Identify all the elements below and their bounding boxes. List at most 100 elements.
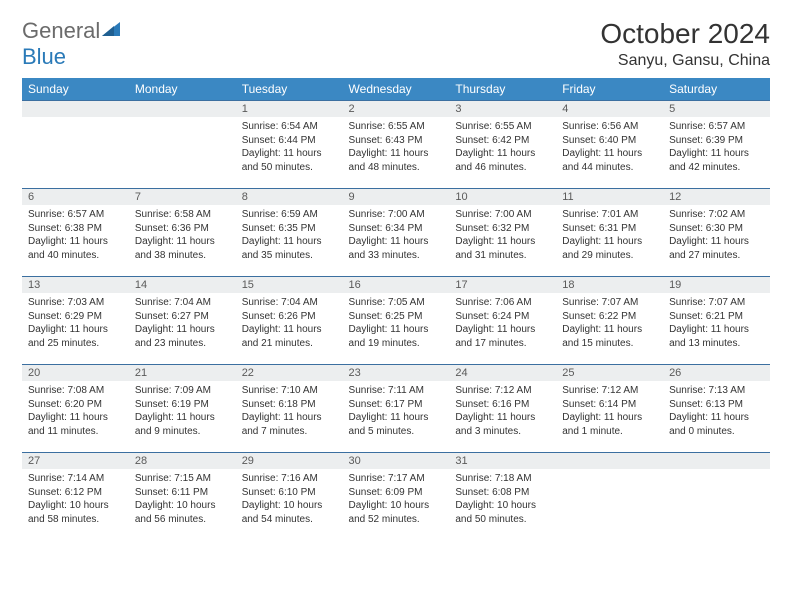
calendar-day-cell <box>556 453 663 541</box>
sunset-text: Sunset: 6:27 PM <box>135 310 230 324</box>
day-detail: Sunrise: 7:08 AMSunset: 6:20 PMDaylight:… <box>22 381 129 442</box>
calendar-day-cell: 15Sunrise: 7:04 AMSunset: 6:26 PMDayligh… <box>236 277 343 365</box>
daylight-text: and 33 minutes. <box>349 249 444 263</box>
calendar-day-cell: 24Sunrise: 7:12 AMSunset: 6:16 PMDayligh… <box>449 365 556 453</box>
logo-word-2: Blue <box>22 44 66 69</box>
daylight-text: Daylight: 11 hours <box>669 235 764 249</box>
calendar-day-cell: 17Sunrise: 7:06 AMSunset: 6:24 PMDayligh… <box>449 277 556 365</box>
sunrise-text: Sunrise: 6:57 AM <box>28 208 123 222</box>
sunset-text: Sunset: 6:24 PM <box>455 310 550 324</box>
daylight-text: and 50 minutes. <box>455 513 550 527</box>
day-detail: Sunrise: 6:54 AMSunset: 6:44 PMDaylight:… <box>236 117 343 178</box>
sunset-text: Sunset: 6:32 PM <box>455 222 550 236</box>
daylight-text: Daylight: 11 hours <box>135 235 230 249</box>
daylight-text: Daylight: 11 hours <box>669 147 764 161</box>
day-number-bar: 19 <box>663 277 770 293</box>
sunset-text: Sunset: 6:30 PM <box>669 222 764 236</box>
sunrise-text: Sunrise: 7:05 AM <box>349 296 444 310</box>
daylight-text: Daylight: 11 hours <box>28 411 123 425</box>
calendar-day-cell <box>663 453 770 541</box>
day-detail: Sunrise: 6:58 AMSunset: 6:36 PMDaylight:… <box>129 205 236 266</box>
day-number-bar <box>663 453 770 469</box>
day-number-bar: 20 <box>22 365 129 381</box>
day-detail: Sunrise: 6:55 AMSunset: 6:42 PMDaylight:… <box>449 117 556 178</box>
day-header: Monday <box>129 78 236 101</box>
sunset-text: Sunset: 6:21 PM <box>669 310 764 324</box>
day-number-bar: 28 <box>129 453 236 469</box>
sunset-text: Sunset: 6:43 PM <box>349 134 444 148</box>
day-detail: Sunrise: 7:16 AMSunset: 6:10 PMDaylight:… <box>236 469 343 530</box>
sunset-text: Sunset: 6:29 PM <box>28 310 123 324</box>
sunrise-text: Sunrise: 7:07 AM <box>669 296 764 310</box>
calendar-day-cell: 2 Sunrise: 6:55 AMSunset: 6:43 PMDaylight… <box>343 101 450 189</box>
sunset-text: Sunset: 6:26 PM <box>242 310 337 324</box>
day-detail: Sunrise: 7:02 AMSunset: 6:30 PMDaylight:… <box>663 205 770 266</box>
sunrise-text: Sunrise: 7:15 AM <box>135 472 230 486</box>
sunrise-text: Sunrise: 7:04 AM <box>242 296 337 310</box>
sunrise-text: Sunrise: 6:55 AM <box>349 120 444 134</box>
daylight-text: and 52 minutes. <box>349 513 444 527</box>
daylight-text: Daylight: 10 hours <box>28 499 123 513</box>
sunset-text: Sunset: 6:20 PM <box>28 398 123 412</box>
daylight-text: and 29 minutes. <box>562 249 657 263</box>
daylight-text: and 35 minutes. <box>242 249 337 263</box>
day-number-bar: 2 <box>343 101 450 117</box>
calendar-day-cell: 27Sunrise: 7:14 AMSunset: 6:12 PMDayligh… <box>22 453 129 541</box>
day-detail: Sunrise: 7:12 AMSunset: 6:14 PMDaylight:… <box>556 381 663 442</box>
day-number-bar <box>556 453 663 469</box>
daylight-text: Daylight: 11 hours <box>349 147 444 161</box>
calendar-day-cell: 16Sunrise: 7:05 AMSunset: 6:25 PMDayligh… <box>343 277 450 365</box>
calendar-day-cell: 12Sunrise: 7:02 AMSunset: 6:30 PMDayligh… <box>663 189 770 277</box>
daylight-text: and 54 minutes. <box>242 513 337 527</box>
day-detail: Sunrise: 7:10 AMSunset: 6:18 PMDaylight:… <box>236 381 343 442</box>
calendar-day-cell: 28Sunrise: 7:15 AMSunset: 6:11 PMDayligh… <box>129 453 236 541</box>
calendar-day-cell: 18Sunrise: 7:07 AMSunset: 6:22 PMDayligh… <box>556 277 663 365</box>
day-detail: Sunrise: 7:00 AMSunset: 6:34 PMDaylight:… <box>343 205 450 266</box>
daylight-text: and 42 minutes. <box>669 161 764 175</box>
daylight-text: Daylight: 11 hours <box>135 323 230 337</box>
sunset-text: Sunset: 6:09 PM <box>349 486 444 500</box>
sunset-text: Sunset: 6:31 PM <box>562 222 657 236</box>
calendar-week-row: 20Sunrise: 7:08 AMSunset: 6:20 PMDayligh… <box>22 365 770 453</box>
sunrise-text: Sunrise: 7:11 AM <box>349 384 444 398</box>
day-number-bar: 6 <box>22 189 129 205</box>
sunrise-text: Sunrise: 7:04 AM <box>135 296 230 310</box>
sunset-text: Sunset: 6:11 PM <box>135 486 230 500</box>
sunrise-text: Sunrise: 6:59 AM <box>242 208 337 222</box>
daylight-text: and 58 minutes. <box>28 513 123 527</box>
sunrise-text: Sunrise: 7:02 AM <box>669 208 764 222</box>
day-header: Saturday <box>663 78 770 101</box>
daylight-text: and 25 minutes. <box>28 337 123 351</box>
day-number-bar: 16 <box>343 277 450 293</box>
daylight-text: and 21 minutes. <box>242 337 337 351</box>
calendar-day-cell: 1Sunrise: 6:54 AMSunset: 6:44 PMDaylight… <box>236 101 343 189</box>
calendar-head: SundayMondayTuesdayWednesdayThursdayFrid… <box>22 78 770 101</box>
daylight-text: Daylight: 11 hours <box>562 411 657 425</box>
day-header: Sunday <box>22 78 129 101</box>
calendar-day-cell: 30Sunrise: 7:17 AMSunset: 6:09 PMDayligh… <box>343 453 450 541</box>
daylight-text: Daylight: 11 hours <box>455 411 550 425</box>
daylight-text: Daylight: 11 hours <box>242 235 337 249</box>
calendar-day-cell: 20Sunrise: 7:08 AMSunset: 6:20 PMDayligh… <box>22 365 129 453</box>
day-detail: Sunrise: 7:07 AMSunset: 6:21 PMDaylight:… <box>663 293 770 354</box>
calendar-day-cell <box>129 101 236 189</box>
day-number-bar: 31 <box>449 453 556 469</box>
daylight-text: Daylight: 11 hours <box>349 411 444 425</box>
sunrise-text: Sunrise: 7:00 AM <box>349 208 444 222</box>
day-number-bar <box>22 101 129 117</box>
daylight-text: and 44 minutes. <box>562 161 657 175</box>
sunset-text: Sunset: 6:34 PM <box>349 222 444 236</box>
daylight-text: Daylight: 11 hours <box>28 323 123 337</box>
calendar-day-cell: 9Sunrise: 7:00 AMSunset: 6:34 PMDaylight… <box>343 189 450 277</box>
day-detail: Sunrise: 6:59 AMSunset: 6:35 PMDaylight:… <box>236 205 343 266</box>
sunrise-text: Sunrise: 7:13 AM <box>669 384 764 398</box>
calendar-day-cell: 6Sunrise: 6:57 AMSunset: 6:38 PMDaylight… <box>22 189 129 277</box>
sunset-text: Sunset: 6:08 PM <box>455 486 550 500</box>
day-number-bar: 25 <box>556 365 663 381</box>
calendar-week-row: 27Sunrise: 7:14 AMSunset: 6:12 PMDayligh… <box>22 453 770 541</box>
calendar-table: SundayMondayTuesdayWednesdayThursdayFrid… <box>22 78 770 541</box>
logo-text: General Blue <box>22 18 124 70</box>
calendar-day-cell: 8Sunrise: 6:59 AMSunset: 6:35 PMDaylight… <box>236 189 343 277</box>
day-number-bar: 30 <box>343 453 450 469</box>
calendar-day-cell: 29Sunrise: 7:16 AMSunset: 6:10 PMDayligh… <box>236 453 343 541</box>
